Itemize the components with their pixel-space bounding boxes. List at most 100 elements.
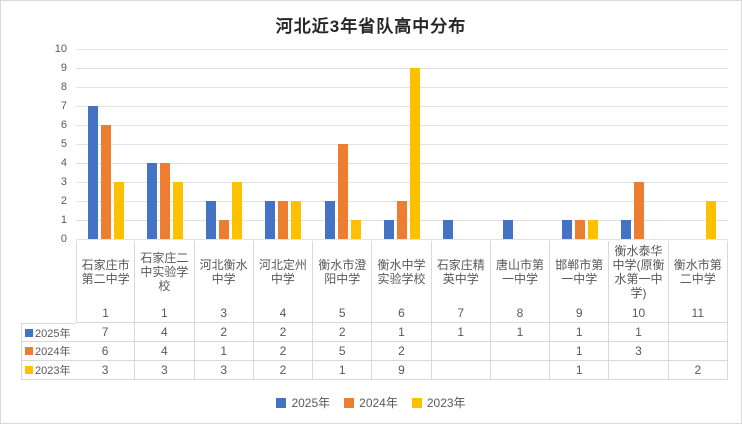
school-name-cell: 石家庄二中实验学校 bbox=[135, 241, 195, 303]
row-label-2023年: 2023年 bbox=[21, 361, 76, 380]
value-cell: 1 bbox=[550, 323, 610, 342]
value-cell: 1 bbox=[609, 323, 669, 342]
school-name-cell: 石家庄精英中学 bbox=[432, 241, 491, 303]
value-cell: 1 bbox=[550, 361, 610, 380]
bar-2024年-衡水市澄阳中学 bbox=[337, 144, 348, 239]
bar-2023年-石家庄市第二中学 bbox=[113, 182, 124, 239]
value-cell: 2 bbox=[194, 323, 254, 342]
gridline bbox=[76, 68, 728, 69]
school-name-cell: 衡水中学实验学校 bbox=[372, 241, 432, 303]
bar-2024年-河北定州中学 bbox=[278, 201, 289, 239]
y-tick-label: 5 bbox=[60, 138, 67, 150]
y-tick-label: 9 bbox=[60, 62, 67, 74]
school-name-cell: 衡水市第二中学 bbox=[669, 241, 728, 303]
value-cell: 1 bbox=[194, 342, 254, 361]
value-cell: 4 bbox=[135, 323, 195, 342]
bar-2024年-石家庄二中实验学校 bbox=[159, 163, 170, 239]
value-cell: 1 bbox=[431, 323, 491, 342]
gridline bbox=[76, 239, 728, 240]
value-cell: 3 bbox=[194, 361, 254, 380]
school-name-cell: 唐山市第一中学 bbox=[491, 241, 551, 303]
legend-label: 2024年 bbox=[359, 396, 398, 410]
rank-cell: 5 bbox=[313, 303, 373, 323]
value-cell: 1 bbox=[372, 323, 432, 342]
bar-2025年-河北定州中学 bbox=[265, 201, 276, 239]
bar-2025年-唐山市第一中学 bbox=[502, 220, 513, 239]
gridline bbox=[76, 125, 728, 126]
rank-cell: 11 bbox=[668, 303, 728, 323]
bar-2023年-河北衡水中学 bbox=[232, 182, 243, 239]
legend: 2025年 2024年 2023年 bbox=[1, 394, 741, 411]
gridline bbox=[76, 182, 728, 183]
value-cell bbox=[431, 342, 491, 361]
bar-2023年-衡水市第二中学 bbox=[706, 201, 717, 239]
value-cell: 3 bbox=[76, 361, 136, 380]
y-tick-label: 7 bbox=[60, 100, 67, 112]
row-label-swatch bbox=[25, 366, 33, 374]
data-table: 石家庄市第二中学 石家庄二中实验学校 河北衡水中学 河北定州中学 衡水市澄阳中学 衡水中学… bbox=[21, 241, 728, 380]
value-cell: 5 bbox=[313, 342, 373, 361]
value-cell: 1 bbox=[550, 342, 610, 361]
rank-cell: 7 bbox=[431, 303, 491, 323]
bar-2025年-邯郸市第一中学 bbox=[561, 220, 572, 239]
bar-2023年-衡水市澄阳中学 bbox=[350, 220, 361, 239]
value-cell bbox=[668, 342, 728, 361]
chart-title: 河北近3年省队高中分布 bbox=[275, 17, 467, 36]
rank-cell: 10 bbox=[609, 303, 669, 323]
y-tick-label: 2 bbox=[60, 195, 67, 207]
bar-2023年-衡水中学实验学校 bbox=[410, 68, 420, 239]
row-label-2025年: 2025年 bbox=[21, 323, 76, 342]
legend-item: 2023年 bbox=[411, 394, 466, 411]
y-tick-label: 4 bbox=[60, 157, 67, 169]
value-cell: 3 bbox=[135, 361, 195, 380]
rank-cell: 6 bbox=[372, 303, 432, 323]
bar-2025年-衡水中学实验学校 bbox=[384, 220, 394, 239]
school-name-cell: 衡水市澄阳中学 bbox=[313, 241, 373, 303]
bar-2024年-衡水泰华中学(原衡水第一中学) bbox=[634, 182, 645, 239]
school-name-cell: 衡水泰华中学(原衡水第一中学) bbox=[609, 241, 669, 303]
bar-2025年-石家庄二中实验学校 bbox=[146, 163, 157, 239]
value-cell: 9 bbox=[372, 361, 432, 380]
legend-swatch bbox=[411, 397, 422, 408]
gridline bbox=[76, 49, 728, 50]
value-cell: 2 bbox=[372, 342, 432, 361]
school-name-cell: 河北衡水中学 bbox=[195, 241, 254, 303]
value-cell bbox=[490, 361, 551, 380]
rank-cell: 9 bbox=[550, 303, 610, 323]
table-corner-blank bbox=[21, 241, 76, 303]
value-cell bbox=[668, 323, 728, 342]
bar-2023年-石家庄二中实验学校 bbox=[172, 182, 183, 239]
rank-cell: 8 bbox=[490, 303, 551, 323]
school-name-cell: 邯郸市第一中学 bbox=[550, 241, 610, 303]
value-cell: 2 bbox=[253, 323, 314, 342]
bar-2024年-河北衡水中学 bbox=[219, 220, 230, 239]
rank-cell: 4 bbox=[253, 303, 314, 323]
value-cell: 3 bbox=[609, 342, 669, 361]
school-name-cell: 河北定州中学 bbox=[254, 241, 314, 303]
value-cell bbox=[609, 361, 669, 380]
rank-cell: 1 bbox=[76, 303, 136, 323]
y-tick-label: 0 bbox=[60, 233, 67, 245]
value-cell: 6 bbox=[76, 342, 136, 361]
bar-2025年-衡水泰华中学(原衡水第一中学) bbox=[621, 220, 632, 239]
legend-item: 2025年 bbox=[276, 394, 330, 411]
row-label-swatch bbox=[25, 328, 33, 337]
value-cell: 1 bbox=[490, 323, 551, 342]
y-tick-label: 10 bbox=[54, 43, 67, 55]
rank-cell: 1 bbox=[135, 303, 195, 323]
row-label-text: 2023年 bbox=[35, 365, 71, 377]
table-blank bbox=[21, 303, 76, 323]
legend-swatch bbox=[276, 397, 287, 408]
bar-2023年-河北定州中学 bbox=[291, 201, 302, 239]
row-label-text: 2025年 bbox=[35, 327, 71, 340]
value-cell: 7 bbox=[76, 323, 136, 342]
bar-2025年-石家庄精英中学 bbox=[443, 220, 454, 239]
value-cell: 1 bbox=[313, 361, 373, 380]
gridline bbox=[76, 163, 728, 164]
school-name-cell: 石家庄市第二中学 bbox=[76, 241, 136, 303]
value-cell bbox=[490, 342, 551, 361]
value-cell bbox=[431, 361, 491, 380]
y-tick-label: 3 bbox=[60, 176, 67, 188]
